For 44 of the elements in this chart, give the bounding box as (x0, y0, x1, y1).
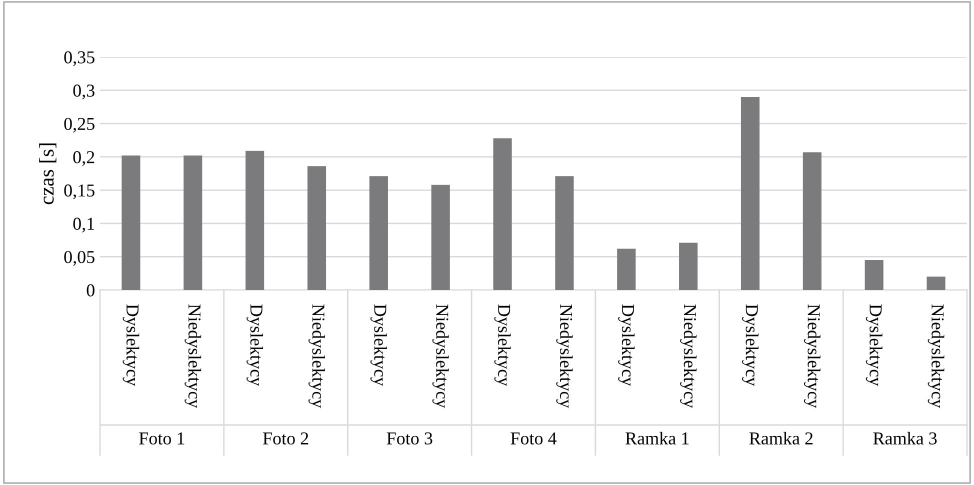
y-tick-label: 0,1 (73, 218, 94, 232)
x-tick-label: Niedyslektycy (680, 304, 697, 408)
bar (246, 150, 264, 290)
x-tick-label: Niedyslektycy (804, 304, 820, 408)
x-tick-label: Dyslektycy (494, 304, 511, 386)
y-tick-label: 0 (86, 284, 94, 296)
y-axis-title: czas [s] (39, 144, 56, 204)
bar (555, 176, 574, 290)
x-tick-label: Niedyslektycy (928, 304, 944, 408)
y-tick-label: 0,3 (73, 84, 94, 100)
text: Foto 2 (262, 432, 308, 445)
text: Ramka 1 (626, 432, 689, 445)
bar (926, 276, 946, 290)
x-tick-label: Niedyslektycy (308, 304, 325, 408)
text: Foto 3 (386, 432, 432, 445)
bar (184, 156, 202, 290)
x-tick-label: Dyslektycy (246, 304, 264, 386)
y-tick-label: 0,15 (64, 184, 94, 200)
x-tick-label: Niedyslektycy (556, 304, 573, 408)
x-tick-label: Dyslektycy (370, 304, 387, 386)
bar (617, 248, 636, 290)
x-tick-label: Niedyslektycy (184, 304, 202, 408)
bar (679, 242, 698, 290)
bar (122, 156, 140, 290)
bar (802, 152, 822, 290)
text: Foto 1 (139, 432, 184, 445)
y-tick-label: 0,25 (64, 118, 94, 133)
y-tick-label: 0,2 (73, 151, 94, 166)
x-tick-label: Dyslektycy (122, 304, 140, 386)
bar (493, 138, 512, 290)
x-tick-label: Niedyslektycy (432, 304, 449, 408)
text: Foto 4 (510, 432, 557, 445)
x-tick-label: Dyslektycy (866, 304, 882, 386)
bar (307, 166, 326, 290)
text: Ramka 2 (749, 432, 813, 445)
x-tick-label: Dyslektycy (742, 304, 758, 386)
bar (740, 96, 760, 290)
bar (431, 184, 450, 290)
x-tick-label: Dyslektycy (618, 304, 635, 386)
bar (369, 176, 388, 290)
y-tick-label: 0,05 (64, 250, 94, 266)
bar (864, 260, 884, 290)
y-tick-label: 0,35 (64, 51, 94, 66)
text: Ramka 3 (873, 432, 937, 445)
